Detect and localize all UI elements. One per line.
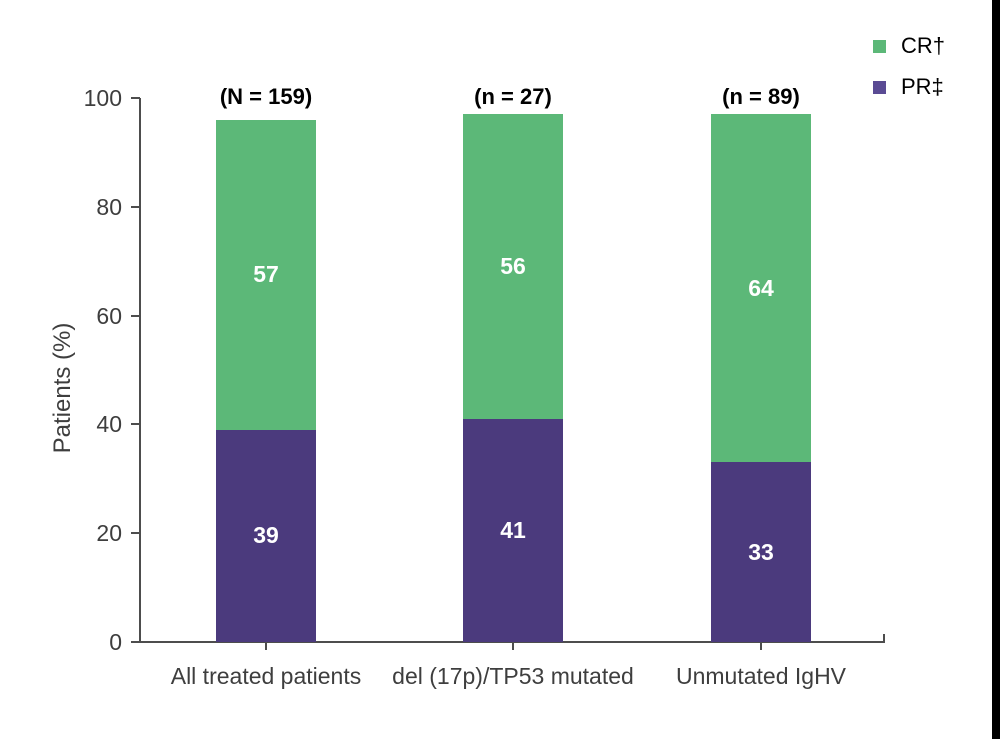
bar-segment-cr: 56	[463, 114, 563, 419]
y-tick-label: 20	[96, 520, 122, 547]
y-axis-tick	[131, 641, 140, 643]
legend-item-pr: PR‡	[873, 74, 945, 100]
x-axis-tick	[760, 642, 762, 650]
legend-item-cr: CR†	[873, 33, 945, 59]
legend-label-cr: CR†	[901, 33, 946, 58]
y-tick-label: 40	[96, 411, 122, 438]
legend: CR† PR‡	[873, 33, 945, 115]
x-category-label: All treated patients	[170, 663, 362, 689]
legend-label-pr: PR‡	[901, 74, 944, 99]
y-axis-tick	[131, 314, 140, 317]
bar-value-label: 33	[748, 538, 774, 565]
bar-value-label: 56	[500, 253, 526, 280]
bar-segment-pr: 41	[463, 418, 563, 642]
pr-legend-swatch-icon	[873, 80, 886, 94]
y-axis-tick	[131, 532, 140, 535]
bar-value-label: 64	[748, 274, 774, 301]
x-category-label: Unmutated IgHV	[675, 663, 847, 689]
sample-size-label: (n = 27)	[474, 84, 552, 109]
cr-legend-swatch-icon	[873, 39, 886, 53]
bar-segment-cr: 64	[711, 114, 811, 463]
bar-segment-pr: 39	[216, 429, 316, 642]
bar-segment-cr: 57	[216, 119, 316, 430]
y-axis-tick	[131, 205, 140, 208]
bar-value-label: 57	[253, 261, 279, 288]
y-axis-tick	[131, 97, 140, 99]
sample-size-label: (n = 89)	[722, 84, 800, 109]
x-category-label: del (17p)/TP53 mutated	[392, 663, 634, 689]
right-edge-black-bar	[992, 0, 1000, 739]
y-tick-label: 60	[96, 302, 122, 329]
x-axis-tick	[265, 642, 267, 650]
x-axis-tick	[512, 642, 514, 650]
y-axis-line	[139, 98, 141, 643]
bar-value-label: 41	[500, 516, 526, 543]
y-tick-label: 100	[83, 85, 122, 111]
y-tick-label: 80	[96, 193, 122, 220]
bar-value-label: 39	[253, 522, 279, 549]
bar-segment-pr: 33	[711, 462, 811, 642]
y-tick-label: 0	[109, 629, 122, 655]
x-axis-end-cap	[883, 634, 885, 642]
y-axis-tick	[131, 423, 140, 426]
sample-size-label: (N = 159)	[219, 84, 313, 109]
